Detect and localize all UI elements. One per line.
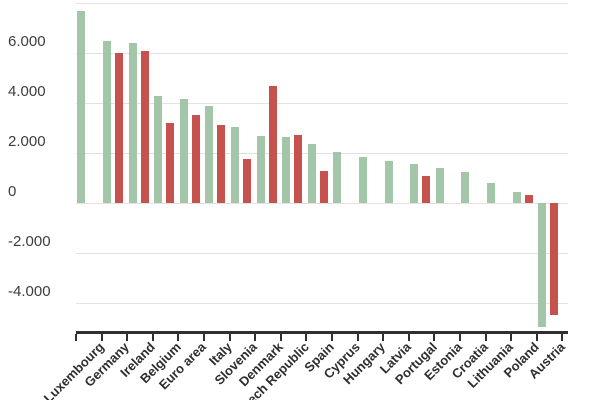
green-bar-ireland [128, 43, 137, 203]
y-tick-label-6000: 6.000 [8, 33, 46, 50]
x-axis-tick [484, 334, 487, 341]
green-bar-austria [538, 202, 547, 327]
gridline-0 [76, 203, 568, 204]
gridline-6000 [76, 53, 568, 54]
red-bar-ireland [140, 51, 149, 203]
green-bar-denmark [256, 135, 265, 203]
green-bar-czech-republic [282, 137, 291, 203]
x-axis-tick [75, 334, 77, 341]
red-bar-euro-area [191, 115, 200, 203]
y-tick-label-4000: 4.000 [8, 83, 46, 100]
y-tick-label-2000: 2.000 [8, 133, 46, 150]
x-axis-tick [382, 334, 385, 341]
x-axis-tick [356, 334, 359, 341]
red-bar-germany [114, 53, 123, 203]
green-bar-estonia [435, 167, 444, 203]
gridline--2000 [76, 253, 568, 254]
green-bar-latvia [384, 161, 393, 203]
x-axis-tick [407, 334, 410, 341]
green-bar-italy [205, 106, 214, 203]
green-bar-luxembourg [77, 10, 86, 203]
gridline-4000 [76, 103, 568, 104]
red-bar-czech-republic [294, 135, 303, 203]
y-tick-label--2000: -2.000 [8, 233, 51, 250]
x-axis-line [76, 331, 568, 334]
x-axis-tick [151, 334, 154, 341]
x-axis-tick [100, 334, 103, 341]
green-bar-poland [512, 192, 521, 203]
red-bar-denmark [268, 85, 277, 203]
y-tick-label--4000: -4.000 [8, 283, 51, 300]
red-bar-spain [319, 171, 328, 203]
y-tick-label-0: 0 [8, 183, 17, 200]
gridline-8000 [76, 3, 568, 4]
green-bar-portugal [410, 164, 419, 203]
x-axis-tick [279, 334, 282, 341]
x-axis-tick [126, 334, 129, 341]
x-axis-tick [433, 334, 436, 341]
green-bar-euro-area [179, 99, 188, 203]
red-bar-portugal [422, 176, 431, 203]
green-bar-hungary [358, 157, 367, 203]
red-bar-belgium [166, 123, 175, 203]
red-bar-austria [550, 202, 559, 315]
x-axis-tick [510, 334, 513, 341]
green-bar-belgium [154, 96, 163, 203]
x-axis-tick [305, 334, 308, 341]
x-axis-tick [331, 334, 333, 341]
x-axis-tick [535, 334, 538, 341]
red-bar-poland [524, 194, 533, 203]
x-axis-tick [254, 334, 257, 341]
green-bar-cyprus [333, 151, 342, 203]
x-axis-tick [203, 334, 205, 341]
gridline--4000 [76, 303, 568, 304]
green-bar-croatia [461, 171, 470, 203]
gridline-2000 [76, 153, 568, 154]
x-axis-tick [228, 334, 231, 341]
green-bar-germany [102, 40, 111, 203]
x-axis-tick [561, 334, 564, 341]
green-bar-lithuania [486, 183, 495, 203]
red-bar-italy [217, 125, 226, 203]
green-bar-spain [307, 143, 316, 203]
green-bar-slovenia [230, 126, 239, 203]
red-bar-slovenia [242, 159, 251, 203]
x-axis-tick [177, 334, 180, 341]
x-axis-tick [459, 334, 461, 341]
